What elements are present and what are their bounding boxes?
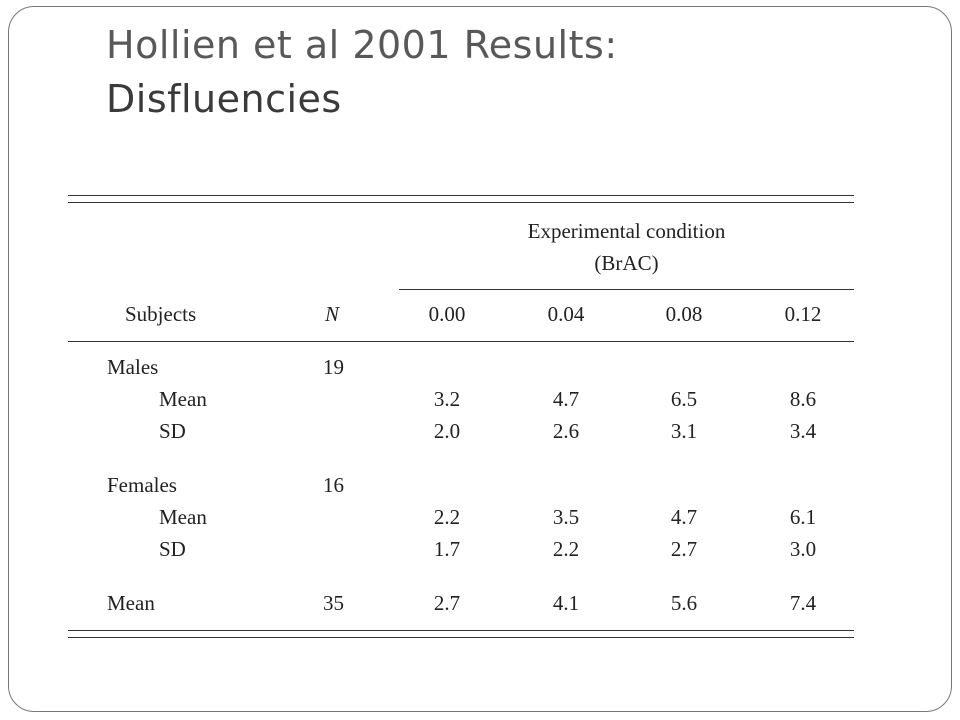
col-header-n: N	[325, 302, 340, 326]
row-label: Mean	[159, 505, 207, 529]
slide-frame	[8, 6, 952, 712]
total-label: Mean	[107, 591, 155, 615]
table-cell: 2.0	[433, 419, 461, 443]
row-label: Mean	[159, 387, 207, 411]
col-header-cond-1: 0.04	[547, 302, 585, 326]
table-cell: 2.7	[433, 591, 461, 615]
group-name-females: Females	[107, 473, 177, 497]
table-cell: 3.4	[789, 419, 817, 443]
table-cell: 4.1	[552, 591, 580, 615]
table-bottom-rule	[68, 630, 854, 632]
group-header-rule	[399, 289, 854, 291]
table-cell: 3.0	[789, 537, 817, 561]
table-cell: 1.7	[433, 537, 461, 561]
table-cell: 3.1	[670, 419, 698, 443]
col-header-subjects: Subjects	[125, 302, 197, 326]
title-line-2: Disfluencies	[106, 77, 342, 121]
table-cell: 2.6	[552, 419, 580, 443]
table-bottom-rule-2	[68, 637, 854, 639]
table-cell: 2.2	[552, 537, 580, 561]
table-cell: 2.7	[670, 537, 698, 561]
table-cell: 8.6	[789, 387, 817, 411]
table-cell: 6.5	[670, 387, 698, 411]
table-cell: 2.2	[433, 505, 461, 529]
title-line-1: Hollien et al 2001 Results:	[106, 23, 618, 67]
header-bottom-rule	[68, 341, 854, 343]
row-label: SD	[159, 419, 186, 443]
table-cell: 3.2	[433, 387, 461, 411]
table-cell: 6.1	[789, 505, 817, 529]
row-label: SD	[159, 537, 186, 561]
table-top-rule	[68, 195, 854, 197]
group-header-line-1: Experimental condition	[527, 219, 726, 243]
table-cell: 3.5	[552, 505, 580, 529]
group-name-males: Males	[107, 355, 159, 379]
table-cell: 4.7	[552, 387, 580, 411]
table-cell: 5.6	[670, 591, 698, 615]
results-table: Experimental condition (BrAC) Subjects N…	[68, 195, 854, 640]
group-n-males: 19	[323, 355, 344, 379]
col-header-cond-2: 0.08	[665, 302, 703, 326]
slide-title: Hollien et al 2001 Results: Disfluencies	[106, 18, 906, 126]
total-n: 35	[323, 591, 344, 615]
table-cell: 7.4	[789, 591, 817, 615]
col-header-cond-0: 0.00	[428, 302, 466, 326]
table-cell: 4.7	[670, 505, 698, 529]
group-header-line-2: (BrAC)	[594, 251, 659, 275]
table-top-rule-2	[68, 202, 854, 204]
col-header-cond-3: 0.12	[784, 302, 822, 326]
group-n-females: 16	[323, 473, 344, 497]
